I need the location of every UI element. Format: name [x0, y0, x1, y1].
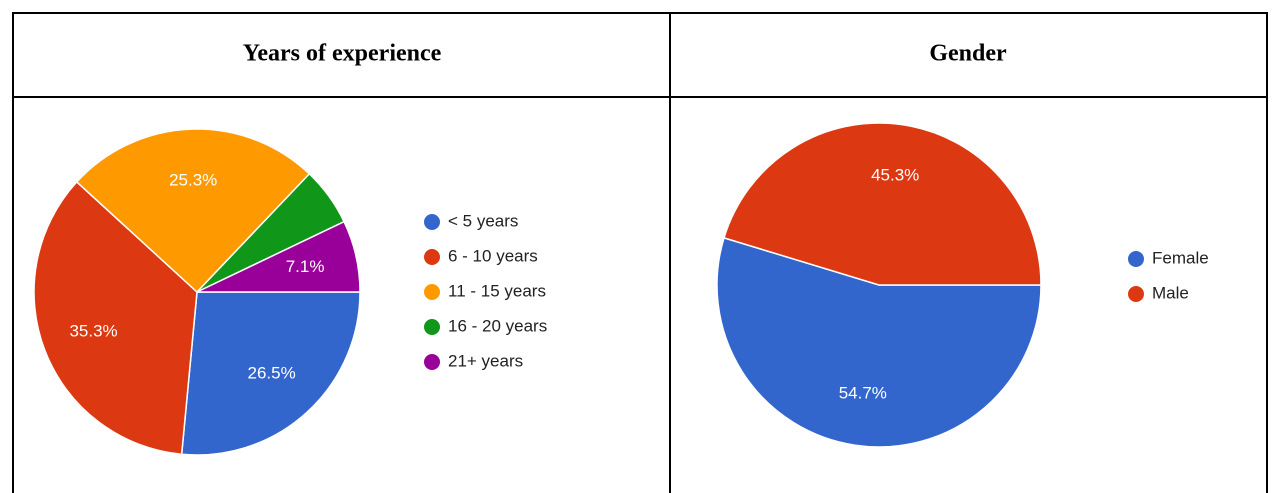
legend-label: Male: [1152, 283, 1189, 302]
column-header: Years of experience: [243, 41, 442, 67]
legend-swatch: [1128, 286, 1144, 302]
legend-label: 11 - 15 years: [448, 281, 546, 300]
pie-slice: [180, 291, 361, 456]
data-label: 25.3%: [169, 171, 217, 190]
legend-label: 16 - 20 years: [448, 316, 547, 335]
pie-slice: [75, 128, 311, 294]
column-header: Gender: [929, 41, 1007, 67]
legend-label: 6 - 10 years: [448, 246, 538, 265]
legend-swatch: [1128, 251, 1144, 267]
pie-slice: [33, 180, 198, 456]
legend-swatch: [424, 249, 440, 265]
data-label: 45.3%: [871, 166, 919, 185]
legend-swatch: [424, 284, 440, 300]
legend-label: 21+ years: [448, 351, 523, 370]
pie-slice: [723, 122, 1042, 286]
data-label: 54.7%: [839, 383, 887, 402]
legend-label: Female: [1152, 248, 1209, 267]
legend-label: < 5 years: [448, 211, 518, 230]
pie-slice: [716, 236, 1042, 448]
legend-swatch: [424, 214, 440, 230]
data-label: 26.5%: [247, 363, 295, 382]
legend-swatch: [424, 354, 440, 370]
data-label: 7.1%: [286, 257, 325, 276]
data-label: 35.3%: [69, 321, 117, 340]
pie-slice: [196, 220, 361, 293]
legend-swatch: [424, 319, 440, 335]
